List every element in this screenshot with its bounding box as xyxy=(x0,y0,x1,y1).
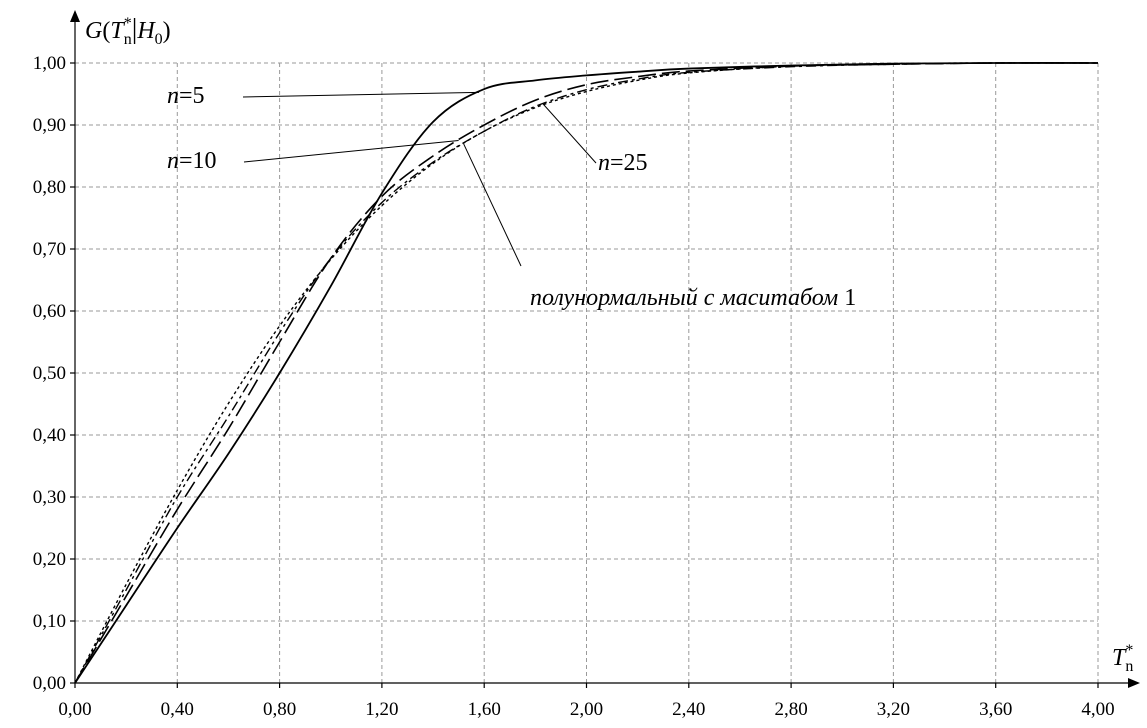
series-lines xyxy=(74,62,1099,684)
y-tick-labels: 0,00 0,10 0,20 0,30 0,40 0,50 0,60 0,70 0,80 0,90… xyxy=(33,53,66,694)
x-tick-label: 1,20 xyxy=(365,699,398,720)
y-tick-label: 0,10 xyxy=(33,611,66,632)
y-tick-label: 0,30 xyxy=(33,487,66,508)
y-tick-label: 0,70 xyxy=(33,239,66,260)
y-tick-label: 0,50 xyxy=(33,363,66,384)
x-tick-label: 2,80 xyxy=(774,699,807,720)
y-tick-label: 0,20 xyxy=(33,549,66,570)
x-tick-label: 1,60 xyxy=(468,699,501,720)
x-tick-labels: 0,00 0,40 0,80 1,20 1,60 2,00 2,40 2,80 3,20 3,60… xyxy=(58,699,1114,720)
annotation-label-n5: n=5 xyxy=(167,83,205,109)
x-tick-label: 0,80 xyxy=(263,699,296,720)
y-axis-arrow xyxy=(70,10,80,22)
x-axis-arrow xyxy=(1128,678,1140,688)
y-tick-label: 0,60 xyxy=(33,301,66,322)
y-tick-label: 1,00 xyxy=(33,53,66,74)
y-axis-label: G(Tn*|H0) xyxy=(85,14,171,48)
x-tick-label: 2,00 xyxy=(570,699,603,720)
y-tick-label: 0,90 xyxy=(33,115,66,136)
x-tick-label: 0,40 xyxy=(161,699,194,720)
annotation-leader-n5 xyxy=(242,91,480,98)
x-tick-label: 0,00 xyxy=(58,699,91,720)
x-axis-label: Tn* xyxy=(1112,642,1133,675)
x-tick-label: 3,60 xyxy=(979,699,1012,720)
x-tick-label: 3,20 xyxy=(877,699,910,720)
annotation-label-n10: n=10 xyxy=(167,148,217,174)
annotation-leader-half xyxy=(463,143,522,267)
y-tick-label: 0,00 xyxy=(33,673,66,694)
y-tick-label: 0,40 xyxy=(33,425,66,446)
annotation-leader-n25 xyxy=(542,103,597,164)
annotation-label-n25: n=25 xyxy=(598,150,648,176)
annotation-label-half: полунормальный с маситабом 1 xyxy=(530,285,856,311)
x-tick-label: 4,00 xyxy=(1081,699,1114,720)
annotation-leader-n10 xyxy=(243,140,459,163)
y-tick-label: 0,80 xyxy=(33,177,66,198)
x-tick-label: 2,40 xyxy=(672,699,705,720)
grid xyxy=(75,62,1099,683)
annotations: n=5 n=10 n=25 полунормальный с маситабом 1 xyxy=(167,83,856,311)
axes xyxy=(70,10,1140,688)
